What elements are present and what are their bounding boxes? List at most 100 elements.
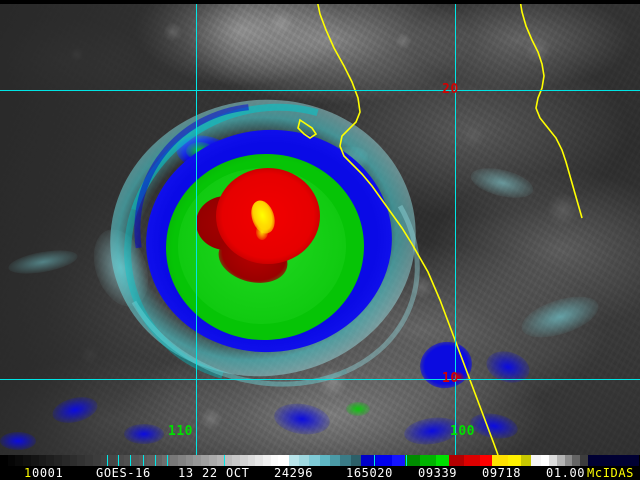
- colorbar-segment: [391, 455, 405, 466]
- mcidas-status-line: 1 0001 GOES-16 13 22 OCT 24296 165020 09339 09718…: [0, 466, 640, 480]
- colorbar-segment: [193, 455, 202, 466]
- colorbar-segment: [448, 455, 465, 466]
- colorbar-tick: [155, 455, 156, 466]
- element-coordinate: 09718: [482, 466, 522, 480]
- colorbar-segment: [572, 455, 581, 466]
- resolution: 01.00: [546, 466, 586, 480]
- colorbar-segment: [520, 455, 532, 466]
- colorbar-segment: [507, 455, 521, 466]
- colorbar-segment: [270, 455, 279, 466]
- colorbar-tick: [406, 455, 407, 466]
- colorbar-segment: [201, 455, 209, 466]
- colorbar-segment: [549, 455, 557, 466]
- colorbar-tick: [374, 455, 375, 466]
- ir-enhancement-colorbar: [0, 455, 640, 466]
- grid-line-horizontal-20: [0, 90, 640, 91]
- line-coordinate: 09339: [418, 466, 458, 480]
- top-letterbox: [0, 0, 640, 4]
- colorbar-segment: [92, 455, 101, 466]
- colorbar-segment: [0, 455, 8, 466]
- colorbar-segment: [564, 455, 573, 466]
- colorbar-segment: [146, 455, 155, 466]
- colorbar-tick: [167, 455, 168, 466]
- colorbar-segment: [116, 455, 124, 466]
- colorbar-segment: [611, 455, 640, 466]
- latlon-grid-overlay: 20 10 110 100: [0, 0, 640, 455]
- grid-line-vertical-100: [455, 0, 456, 455]
- satellite-name: GOES-16: [96, 466, 151, 480]
- colorbar-tick: [143, 455, 144, 466]
- colorbar-segment: [541, 455, 550, 466]
- colorbar-segment: [7, 455, 16, 466]
- colorbar-segment: [350, 455, 361, 466]
- colorbar-segment: [123, 455, 132, 466]
- colorbar-segment: [262, 455, 271, 466]
- colorbar-segment: [216, 455, 225, 466]
- band-number: 13: [178, 466, 194, 480]
- satellite-image-canvas[interactable]: 20 10 110 100: [0, 0, 640, 455]
- colorbar-segment: [340, 455, 351, 466]
- cell-s-blue-1: [124, 424, 164, 444]
- colorbar-segment: [131, 455, 140, 466]
- colorbar-segment: [15, 455, 24, 466]
- colorbar-segment: [420, 455, 436, 466]
- cell-sw-blue-small: [0, 432, 36, 450]
- colorbar-segment: [177, 455, 186, 466]
- grid-label-lat-10: 10: [442, 371, 459, 386]
- colorbar-segment: [556, 455, 565, 466]
- colorbar-segment: [239, 455, 248, 466]
- colorbar-segment: [247, 455, 256, 466]
- colorbar-segment: [108, 455, 117, 466]
- colorbar-tick: [118, 455, 119, 466]
- colorbar-segment: [30, 455, 39, 466]
- grid-line-horizontal-10: [0, 379, 640, 380]
- colorbar-segment: [185, 455, 194, 466]
- colorbar-segment: [23, 455, 31, 466]
- colorbar-segment: [435, 455, 449, 466]
- colorbar-segment: [100, 455, 109, 466]
- image-number: 0001: [32, 466, 64, 480]
- day-of-month: 22: [202, 466, 218, 480]
- colorbar-segment: [77, 455, 86, 466]
- julian-date: 24296: [274, 466, 314, 480]
- colorbar-tick: [130, 455, 131, 466]
- colorbar-segment: [85, 455, 93, 466]
- image-time-utc: 165020: [346, 466, 393, 480]
- colorbar-segment: [38, 455, 47, 466]
- grid-label-lon-110: 110: [168, 424, 193, 439]
- colorbar-segment: [232, 455, 240, 466]
- colorbar-segment: [162, 455, 171, 466]
- colorbar-segment: [69, 455, 78, 466]
- colorbar-segment: [479, 455, 493, 466]
- colorbar-segment: [224, 455, 233, 466]
- colorbar-segment: [319, 455, 330, 466]
- grid-label-lat-20: 20: [442, 82, 459, 97]
- colorbar-segment: [46, 455, 55, 466]
- colorbar-segment: [255, 455, 263, 466]
- colorbar-tick: [224, 455, 225, 466]
- colorbar-segment: [61, 455, 70, 466]
- colorbar-segment: [587, 455, 612, 466]
- mcidas-branding: McIDAS: [587, 466, 634, 480]
- colorbar-segment: [278, 455, 289, 466]
- colorbar-segment: [376, 455, 392, 466]
- cyclone-coldest-top-yellow-2: [256, 224, 268, 240]
- colorbar-segment: [208, 455, 217, 466]
- frame-number: 1: [24, 466, 32, 480]
- colorbar-segment: [54, 455, 62, 466]
- colorbar-segment: [309, 455, 320, 466]
- colorbar-tick: [107, 455, 108, 466]
- colorbar-segment: [492, 455, 508, 466]
- colorbar-segment: [360, 455, 377, 466]
- colorbar-segment: [464, 455, 480, 466]
- colorbar-segment: [299, 455, 310, 466]
- month: OCT: [226, 466, 250, 480]
- colorbar-segment: [170, 455, 178, 466]
- colorbar-segment: [404, 455, 421, 466]
- colorbar-segment: [288, 455, 300, 466]
- colorbar-segment: [580, 455, 588, 466]
- colorbar-segment: [531, 455, 542, 466]
- grid-label-lon-100: 100: [450, 424, 475, 439]
- colorbar-segment: [154, 455, 163, 466]
